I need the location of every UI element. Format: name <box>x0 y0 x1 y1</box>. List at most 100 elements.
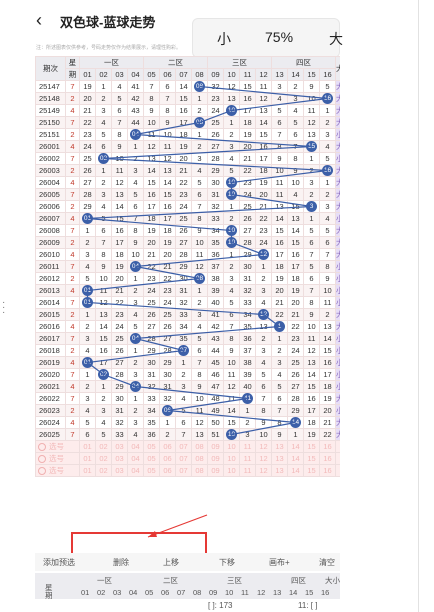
footer-number-12: 12 <box>257 588 266 597</box>
miss-count-cell: 43 <box>207 332 224 345</box>
miss-count-cell: 13 <box>95 308 112 321</box>
select-number-cell[interactable]: 12 <box>255 440 272 453</box>
select-number-cell[interactable]: 12 <box>255 464 272 477</box>
select-number-cell[interactable]: 04 <box>127 464 144 477</box>
select-number-cell[interactable]: 01 <box>79 464 96 477</box>
delete-button[interactable]: 删除 <box>113 558 129 567</box>
select-number-cell[interactable]: 06 <box>159 464 176 477</box>
select-number-cell[interactable]: 07 <box>175 440 192 453</box>
more-icon[interactable]: · · · <box>2 297 6 318</box>
select-number-cell[interactable]: 08 <box>191 440 208 453</box>
select-number-cell[interactable]: 14 <box>287 452 304 465</box>
select-number-cell[interactable]: 06 <box>159 452 176 465</box>
select-row[interactable]: 选号 01 02 03 04 05 06 07 08 09 10 11 12 13 14 15 16 <box>35 452 340 465</box>
select-number-cell[interactable]: 12 <box>255 452 272 465</box>
miss-count-cell: 24 <box>111 320 128 333</box>
miss-count-cell: 27 <box>111 356 128 369</box>
select-number-cell[interactable]: 05 <box>143 440 160 453</box>
select-row[interactable]: 选号 01 02 03 04 05 06 07 08 09 10 11 12 13 14 15 16 <box>35 464 340 477</box>
miss-count-cell: 13 <box>255 320 272 333</box>
select-number-cell[interactable]: 09 <box>207 452 224 465</box>
select-number-cell[interactable]: 13 <box>271 464 288 477</box>
miss-count-cell: 15 <box>303 380 320 393</box>
select-number-cell[interactable]: 02 <box>95 440 112 453</box>
miss-count-cell: 23 <box>207 92 224 105</box>
move-up-button[interactable]: 上移 <box>163 558 179 567</box>
miss-count-cell: 1 <box>239 404 256 417</box>
number-header-02: 02 <box>95 68 112 81</box>
select-number-cell[interactable]: 10 <box>223 452 240 465</box>
select-number-cell[interactable]: 04 <box>127 440 144 453</box>
zoom-out-button[interactable]: 小 <box>217 31 231 47</box>
select-number-cell[interactable]: 01 <box>79 452 96 465</box>
select-number-cell[interactable]: 02 <box>95 464 112 477</box>
select-number-cell[interactable]: 13 <box>271 440 288 453</box>
select-number-cell[interactable]: 06 <box>159 440 176 453</box>
select-row[interactable]: 选号 01 02 03 04 05 06 07 08 09 10 11 12 13 14 15 16 <box>35 440 340 453</box>
select-number-cell[interactable]: 02 <box>95 452 112 465</box>
side-cell: 大 <box>335 248 340 261</box>
select-number-cell[interactable]: 03 <box>111 452 128 465</box>
miss-count-cell: 17 <box>95 356 112 369</box>
move-down-button[interactable]: 下移 <box>219 558 235 567</box>
select-number-cell[interactable]: 16 <box>319 464 336 477</box>
select-number-cell[interactable]: 04 <box>127 452 144 465</box>
select-number-cell[interactable]: 07 <box>175 464 192 477</box>
zone-header-row: 期次 星 一区 二区 三区 四区 大小 <box>35 56 340 81</box>
radio-icon[interactable] <box>38 467 46 476</box>
side-cell: 大 <box>335 176 340 189</box>
miss-count-cell: 11 <box>143 128 160 141</box>
issue-cell: 26008 <box>35 224 66 237</box>
select-number-cell[interactable]: 01 <box>79 440 96 453</box>
select-number-cell[interactable]: 15 <box>303 464 320 477</box>
select-number-cell[interactable]: 08 <box>191 464 208 477</box>
select-number-cell[interactable]: 11 <box>239 464 256 477</box>
select-number-cell[interactable]: 08 <box>191 452 208 465</box>
select-number-cell[interactable]: 05 <box>143 452 160 465</box>
select-number-cell[interactable]: 14 <box>287 464 304 477</box>
trend-table-wrap[interactable]: 期次 星 一区 二区 三区 四区 大小 期 010203040506070809… <box>35 56 340 551</box>
select-number-cell[interactable]: 13 <box>271 452 288 465</box>
back-icon[interactable]: ‹ <box>36 10 42 30</box>
add-preselect-button[interactable]: 添加预选 <box>43 558 75 567</box>
radio-icon[interactable] <box>38 443 46 452</box>
select-number-cell[interactable]: 15 <box>303 440 320 453</box>
miss-count-cell: 18 <box>319 380 336 393</box>
select-number-cell[interactable]: 11 <box>239 452 256 465</box>
clear-button[interactable]: 清空 <box>319 558 335 567</box>
select-number-cell[interactable]: 14 <box>287 440 304 453</box>
hit-ball: 01 <box>79 356 96 369</box>
miss-count-cell: 4 <box>79 404 96 417</box>
select-number-cell[interactable]: 03 <box>111 464 128 477</box>
miss-count-cell: 18 <box>175 128 192 141</box>
miss-count-cell: 7 <box>319 248 336 261</box>
select-number-cell[interactable]: 16 <box>319 440 336 453</box>
canvas-plus-button[interactable]: 画布+ <box>269 558 290 567</box>
select-number-cell[interactable]: 09 <box>207 440 224 453</box>
hit-ball-number: 1 <box>274 321 285 332</box>
miss-count-cell: 32 <box>207 80 224 93</box>
select-number-cell[interactable]: 10 <box>223 440 240 453</box>
select-row-radio[interactable]: 选号 <box>35 440 80 453</box>
miss-count-cell: 27 <box>207 140 224 153</box>
select-number-cell[interactable]: 03 <box>111 440 128 453</box>
miss-count-cell: 20 <box>79 92 96 105</box>
select-number-cell[interactable]: 16 <box>319 452 336 465</box>
miss-count-cell: 27 <box>287 380 304 393</box>
select-number-cell[interactable]: 11 <box>239 440 256 453</box>
select-number-cell[interactable]: 10 <box>223 464 240 477</box>
select-row-radio[interactable]: 选号 <box>35 452 80 465</box>
miss-count-cell: 11 <box>95 284 112 297</box>
miss-count-cell: 35 <box>175 332 192 345</box>
miss-count-cell: 3 <box>191 152 208 165</box>
miss-count-cell: 9 <box>95 260 112 273</box>
select-number-cell[interactable]: 05 <box>143 464 160 477</box>
select-row-radio[interactable]: 选号 <box>35 464 80 477</box>
chevron-down-icon[interactable]: ⌵ <box>146 12 155 24</box>
zoom-in-button[interactable]: 大 <box>329 31 343 47</box>
radio-icon[interactable] <box>38 455 46 464</box>
select-number-cell[interactable]: 07 <box>175 452 192 465</box>
miss-count-cell: 6 <box>159 80 176 93</box>
select-number-cell[interactable]: 15 <box>303 452 320 465</box>
select-number-cell[interactable]: 09 <box>207 464 224 477</box>
